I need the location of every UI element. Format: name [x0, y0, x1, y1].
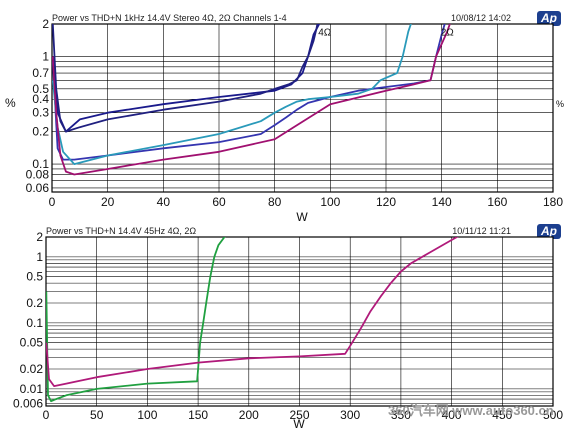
series-line-2 [46, 237, 459, 387]
y-tick-label: 0.06 [26, 181, 50, 195]
x-tick-label: 100 [137, 408, 157, 422]
y-tick-label: 0.05 [20, 336, 44, 350]
x-tick-label: 120 [376, 195, 396, 209]
chart-date: 10/11/12 11:21 [452, 226, 511, 236]
y-tick-label: 0.1 [26, 316, 43, 330]
y-axis-label: % [5, 96, 16, 110]
x-tick-label: 100 [320, 195, 340, 209]
x-tick-label: 450 [492, 408, 512, 422]
x-tick-label: 20 [101, 195, 115, 209]
x-tick-label: 350 [391, 408, 411, 422]
x-tick-label: 40 [157, 195, 171, 209]
x-tick-label: 500 [543, 408, 563, 422]
y-tick-label: 0.01 [20, 382, 44, 396]
y-tick-label: 0.2 [32, 125, 49, 139]
y-tick-label: 0.5 [32, 82, 49, 96]
x-tick-label: 60 [212, 195, 226, 209]
y-tick-label: 1 [36, 250, 43, 264]
x-tick-label: 400 [442, 408, 462, 422]
x-tick-label: 0 [49, 195, 56, 209]
svg-text:Ap: Ap [540, 11, 557, 25]
annotation-label: 4Ω [318, 28, 332, 39]
y-tick-label: 0.08 [26, 167, 50, 181]
x-tick-label: 80 [268, 195, 282, 209]
x-tick-label: 250 [289, 408, 309, 422]
x-axis-label: W [293, 417, 305, 430]
y-tick-label: 0.1 [32, 157, 49, 171]
x-tick-label: 150 [188, 408, 208, 422]
x-tick-label: 160 [487, 195, 507, 209]
y-tick-label: 0.5 [26, 270, 43, 284]
y-tick-label: 0.4 [32, 92, 49, 106]
y-axis-label-right: % [556, 99, 564, 109]
y-tick-label: 0.3 [32, 106, 49, 120]
y-tick-label: 0.7 [32, 66, 49, 80]
plot-area [51, 23, 554, 193]
y-tick-label: 2 [42, 17, 49, 31]
x-tick-label: 140 [432, 195, 452, 209]
x-tick-label: 180 [543, 195, 563, 209]
y-tick-label: 1 [42, 49, 49, 63]
top-chart: Power vs THD+N 1kHz 14.4V Stereo 4Ω, 2Ω … [5, 11, 564, 224]
x-tick-label: 300 [340, 408, 360, 422]
x-tick-label: 200 [239, 408, 259, 422]
y-tick-label: 2 [36, 230, 43, 244]
y-tick-label: 0.02 [20, 362, 44, 376]
x-axis-label: W [296, 210, 308, 224]
chart-title: Power vs THD+N 1kHz 14.4V Stereo 4Ω, 2Ω … [52, 13, 287, 23]
watermark-text: 360汽车网 www.auto360.cn [388, 403, 554, 418]
svg-text:Ap: Ap [540, 224, 557, 238]
ap-logo: Ap [537, 11, 561, 26]
chart-date: 10/08/12 14:02 [451, 13, 511, 23]
ap-logo: Ap [537, 224, 561, 239]
series-line-5 [52, 24, 319, 133]
series-line-1 [52, 24, 321, 133]
y-tick-label: 0.2 [26, 296, 43, 310]
series-line-3 [52, 24, 412, 165]
series-line-1 [46, 237, 226, 403]
series-line-4 [52, 24, 451, 176]
chart-title: Power vs THD+N 14.4V 45Hz 4Ω, 2Ω [46, 226, 196, 236]
y-tick-label: 0.006 [13, 397, 43, 411]
x-tick-label: 0 [43, 408, 50, 422]
x-tick-label: 50 [90, 408, 104, 422]
annotation-label: 2Ω [441, 28, 455, 39]
bottom-chart: Power vs THD+N 14.4V 45Hz 4Ω, 2Ω 10/11/12… [13, 224, 563, 431]
